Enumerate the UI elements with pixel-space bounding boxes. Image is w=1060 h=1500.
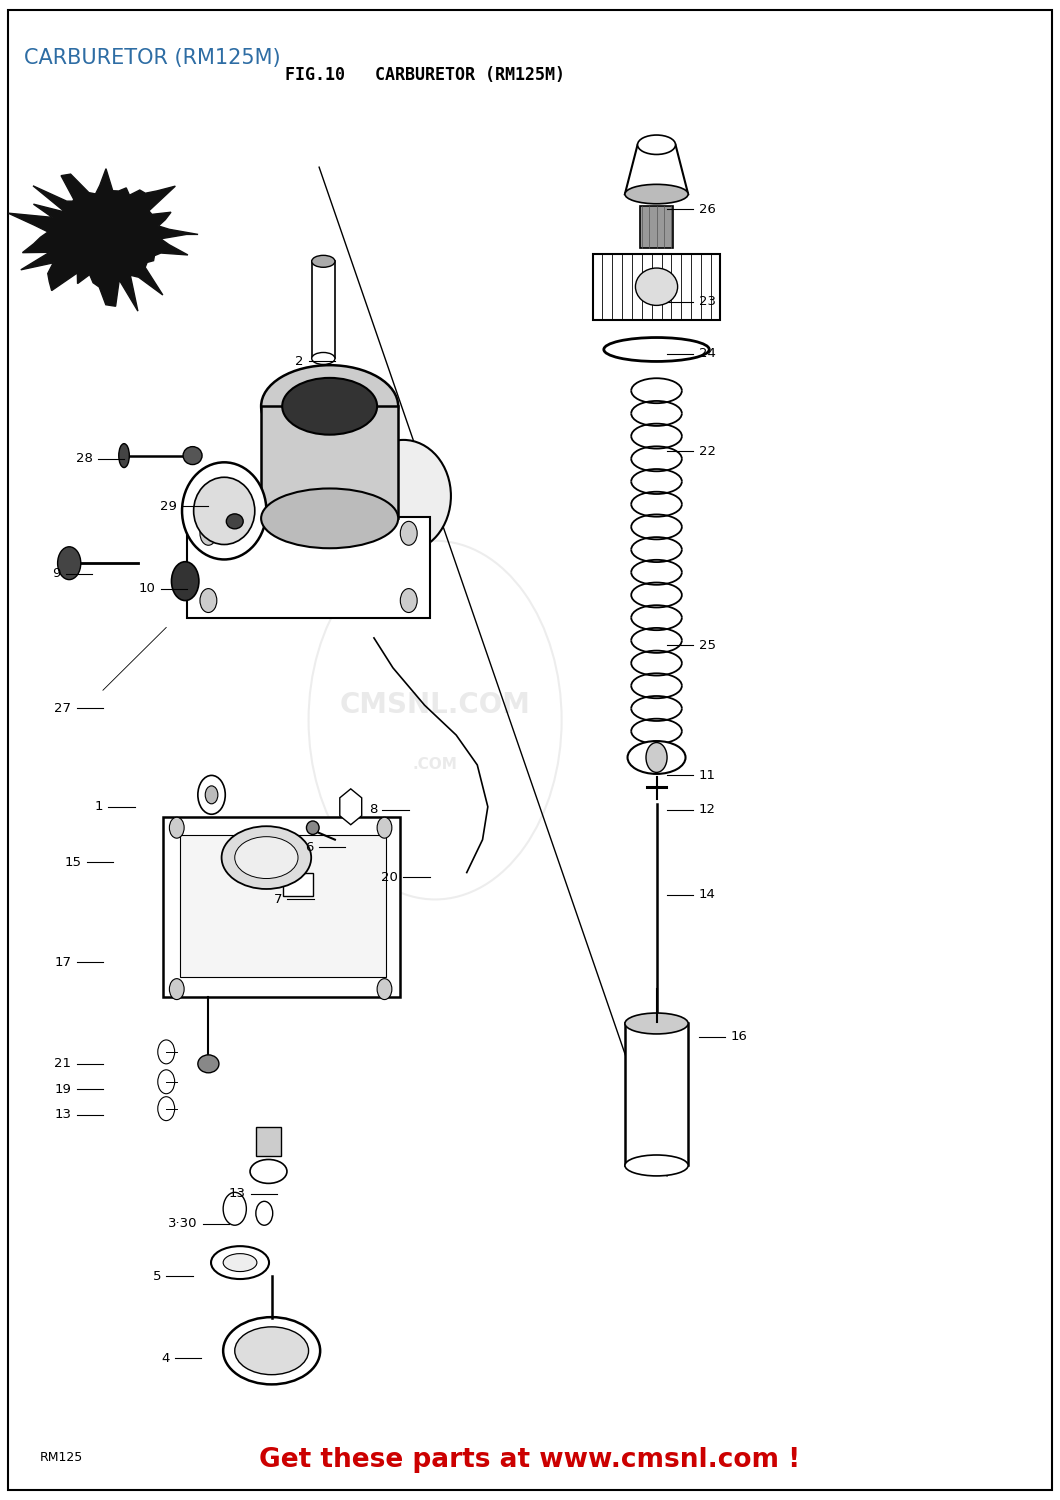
Circle shape bbox=[198, 776, 226, 814]
Text: 23: 23 bbox=[699, 296, 716, 307]
Text: 21: 21 bbox=[54, 1058, 71, 1071]
Text: 16: 16 bbox=[730, 1030, 747, 1044]
Circle shape bbox=[57, 548, 81, 579]
Text: CMSNL.COM: CMSNL.COM bbox=[339, 692, 531, 718]
Ellipse shape bbox=[194, 477, 254, 544]
Ellipse shape bbox=[224, 1254, 257, 1272]
Circle shape bbox=[377, 818, 392, 839]
Ellipse shape bbox=[261, 489, 399, 549]
Ellipse shape bbox=[282, 378, 377, 435]
Circle shape bbox=[158, 1070, 175, 1094]
Ellipse shape bbox=[628, 741, 686, 774]
Circle shape bbox=[200, 522, 217, 546]
Ellipse shape bbox=[211, 1246, 269, 1280]
Text: 19: 19 bbox=[54, 1083, 71, 1095]
Polygon shape bbox=[8, 168, 198, 310]
Polygon shape bbox=[625, 146, 688, 194]
Polygon shape bbox=[340, 789, 361, 825]
Circle shape bbox=[170, 818, 184, 839]
Ellipse shape bbox=[198, 1054, 219, 1072]
Circle shape bbox=[71, 194, 92, 224]
Ellipse shape bbox=[306, 821, 319, 834]
Text: 17: 17 bbox=[54, 956, 71, 969]
Ellipse shape bbox=[356, 440, 450, 552]
Text: CARBURETOR (RM125M): CARBURETOR (RM125M) bbox=[24, 48, 281, 68]
Bar bbox=[188, 518, 429, 618]
Bar bbox=[261, 406, 399, 519]
Bar bbox=[312, 261, 335, 358]
Text: 4: 4 bbox=[161, 1352, 170, 1365]
Ellipse shape bbox=[234, 1328, 308, 1374]
Bar bbox=[163, 818, 401, 996]
Text: 3·30: 3·30 bbox=[169, 1216, 198, 1230]
Ellipse shape bbox=[625, 1013, 688, 1034]
Circle shape bbox=[200, 588, 217, 612]
Text: 7: 7 bbox=[273, 892, 282, 906]
Text: 13: 13 bbox=[54, 1108, 71, 1120]
Ellipse shape bbox=[312, 352, 335, 364]
Ellipse shape bbox=[625, 184, 688, 204]
Text: Get these parts at www.cmsnl.com !: Get these parts at www.cmsnl.com ! bbox=[260, 1448, 800, 1473]
Circle shape bbox=[170, 978, 184, 999]
Ellipse shape bbox=[119, 444, 129, 468]
Text: 14: 14 bbox=[699, 888, 716, 902]
Circle shape bbox=[377, 978, 392, 999]
Text: 10: 10 bbox=[139, 582, 156, 596]
Ellipse shape bbox=[182, 462, 266, 560]
Ellipse shape bbox=[604, 338, 709, 362]
Text: 13: 13 bbox=[228, 1188, 245, 1200]
Circle shape bbox=[206, 786, 218, 804]
Circle shape bbox=[255, 1202, 272, 1225]
Ellipse shape bbox=[227, 514, 243, 529]
Circle shape bbox=[67, 213, 82, 234]
Ellipse shape bbox=[261, 364, 399, 447]
Bar bbox=[625, 1023, 688, 1166]
Ellipse shape bbox=[222, 827, 312, 890]
Text: 26: 26 bbox=[699, 202, 716, 216]
Circle shape bbox=[172, 561, 199, 600]
Bar bbox=[283, 873, 313, 897]
Text: 22: 22 bbox=[699, 444, 716, 458]
Text: 28: 28 bbox=[75, 452, 92, 465]
Text: 11: 11 bbox=[699, 770, 716, 782]
Text: 20: 20 bbox=[382, 870, 399, 883]
Circle shape bbox=[224, 1192, 246, 1225]
Text: 15: 15 bbox=[65, 855, 82, 868]
Circle shape bbox=[131, 202, 148, 226]
Text: 27: 27 bbox=[54, 702, 71, 714]
Text: 8: 8 bbox=[369, 804, 377, 816]
Text: 6: 6 bbox=[305, 840, 314, 854]
Ellipse shape bbox=[183, 447, 202, 465]
Text: 29: 29 bbox=[160, 500, 177, 513]
Text: 24: 24 bbox=[699, 348, 716, 360]
Text: .COM: .COM bbox=[412, 758, 458, 772]
Ellipse shape bbox=[625, 1155, 688, 1176]
Ellipse shape bbox=[224, 1317, 320, 1384]
Ellipse shape bbox=[250, 1160, 287, 1184]
Text: 25: 25 bbox=[699, 639, 716, 652]
Ellipse shape bbox=[637, 135, 675, 154]
Text: 12: 12 bbox=[699, 804, 716, 816]
Circle shape bbox=[158, 1040, 175, 1064]
Ellipse shape bbox=[234, 837, 298, 879]
Circle shape bbox=[158, 1096, 175, 1120]
Text: RM125: RM125 bbox=[39, 1452, 83, 1464]
Bar bbox=[594, 254, 720, 320]
Text: 1: 1 bbox=[94, 801, 103, 813]
Ellipse shape bbox=[312, 255, 335, 267]
Circle shape bbox=[401, 522, 418, 546]
Ellipse shape bbox=[635, 268, 677, 306]
Text: FIG.10   CARBURETOR (RM125M): FIG.10 CARBURETOR (RM125M) bbox=[284, 66, 565, 84]
Text: 5: 5 bbox=[153, 1269, 161, 1282]
Bar bbox=[639, 206, 673, 248]
Bar bbox=[180, 836, 386, 977]
Bar bbox=[255, 1126, 281, 1156]
Text: 2: 2 bbox=[295, 356, 303, 368]
Circle shape bbox=[646, 742, 667, 772]
Circle shape bbox=[401, 588, 418, 612]
Text: 9: 9 bbox=[52, 567, 60, 580]
